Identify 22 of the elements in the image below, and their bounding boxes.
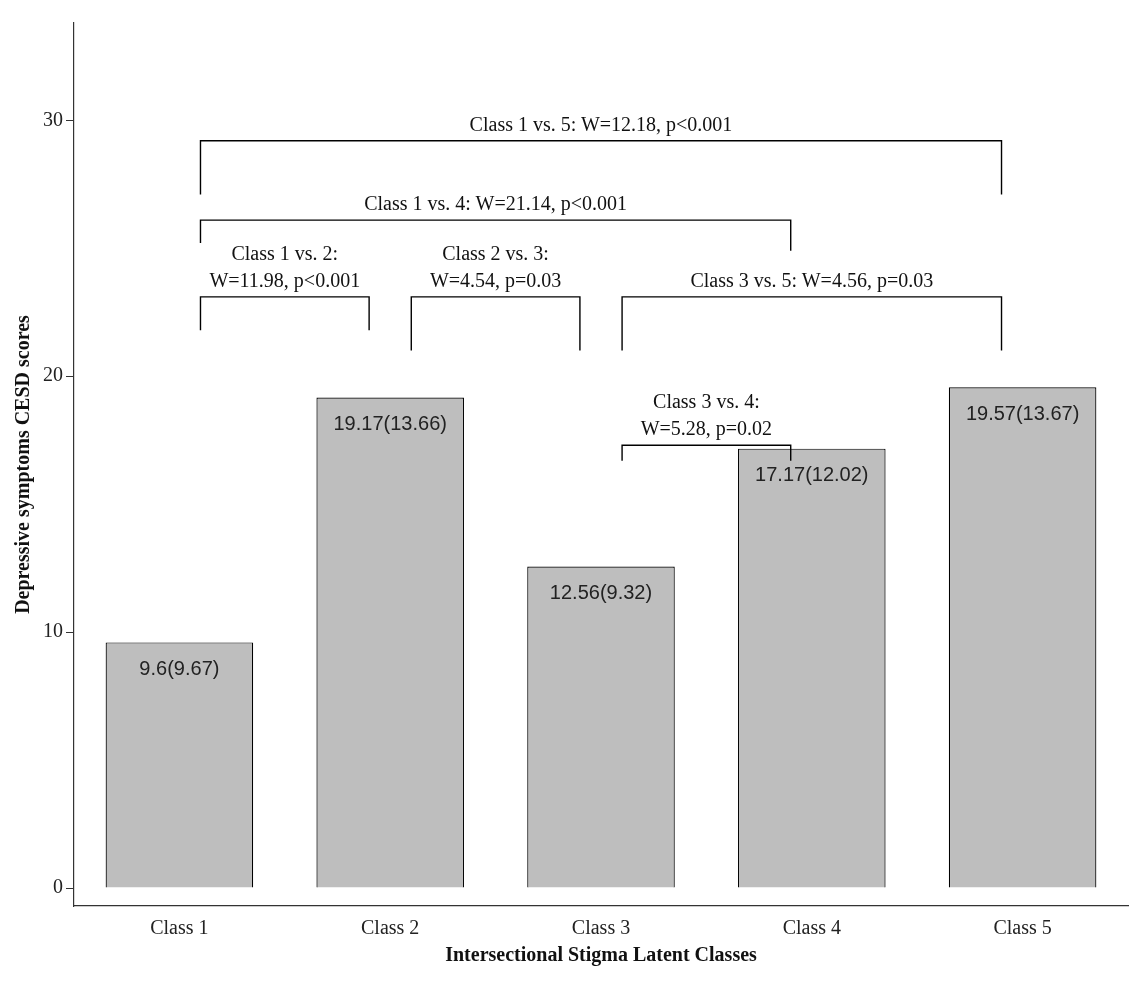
annotation: Class 3 vs. 5: W=4.56, p=0.03 xyxy=(690,268,934,291)
y-axis-title: Depressive symptoms CESD scores xyxy=(11,314,35,614)
data-label: 19.17(13.66) xyxy=(333,411,447,434)
y-tick-label: 0 xyxy=(53,875,63,898)
x-tick-label: Class 5 xyxy=(993,916,1052,939)
x-axis-title: Intersectional Stigma Latent Classes xyxy=(445,943,758,967)
y-tick-label: 20 xyxy=(43,363,63,386)
data-label: 17.17(12.02) xyxy=(755,463,869,486)
data-label: 9.6(9.67) xyxy=(139,656,220,679)
annotation: Class 2 vs. 3: W=4.54, p=0.03 xyxy=(428,240,563,294)
annotation: Class 1 vs. 5: W=12.18, p<0.001 xyxy=(468,111,734,138)
x-tick-label: Class 4 xyxy=(782,916,841,939)
x-tick-label: Class 2 xyxy=(361,916,420,939)
data-label: 19.57(13.67) xyxy=(965,401,1080,424)
annotation: Class 3 vs. 4: W=5.28, p=0.02 xyxy=(639,389,774,442)
x-tick-label: Class 3 xyxy=(571,916,631,939)
annotation: Class 1 vs. 4: W=21.14, p<0.001 xyxy=(363,191,628,217)
y-tick-label: 10 xyxy=(43,619,63,642)
x-tick-label: Class 1 xyxy=(150,916,209,939)
y-tick-label: 30 xyxy=(43,107,63,130)
data-label: 12.56(9.32) xyxy=(549,581,653,604)
annotation: Class 1 vs. 2: W=11.98, p<0.001 xyxy=(208,240,362,294)
